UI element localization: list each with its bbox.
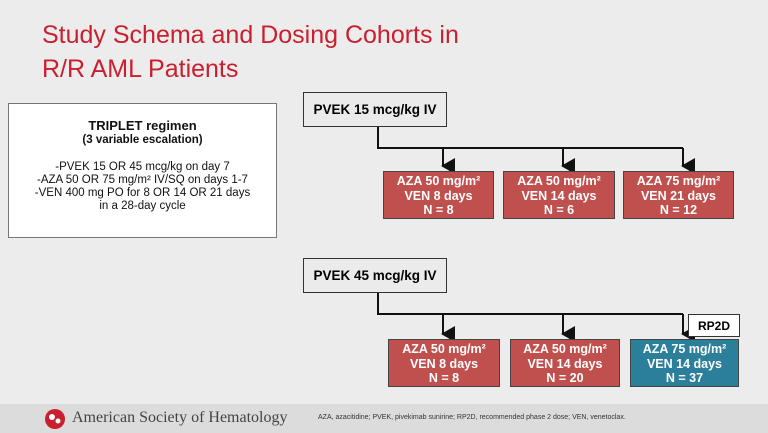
cohort-line: N = 37	[665, 371, 704, 385]
cohort-line: AZA 50 mg/m²	[523, 342, 607, 356]
cohort-line: AZA 75 mg/m²	[636, 174, 721, 188]
cohort-line: VEN 8 days	[409, 356, 479, 371]
rp2d-label: RP2D	[688, 314, 740, 337]
regimen-line: in a 28-day cycle	[99, 200, 186, 212]
cohort-box: AZA 50 mg/m² VEN 14 days N = 20	[510, 339, 620, 387]
cohort-box: AZA 50 mg/m² VEN 8 days N = 8	[388, 339, 500, 387]
cohort-box: AZA 75 mg/m² VEN 21 days N = 12	[623, 171, 734, 219]
dose-level-box: PVEK 15 mcg/kg IV	[303, 92, 447, 127]
footer: American Society of Hematology AZA, azaci…	[0, 404, 768, 433]
cohort-line: AZA 50 mg/m²	[402, 342, 486, 356]
cohort-box: AZA 75 mg/m² VEN 14 days N = 37	[630, 339, 739, 387]
footnote: AZA, azacitidine; PVEK, pivekimab suniri…	[318, 414, 626, 421]
slide-title: R/R AML Patients	[42, 55, 239, 83]
slide-title: Study Schema and Dosing Cohorts in	[42, 21, 459, 49]
regimen-line: -AZA 50 OR 75 mg/m² IV/SQ on days 1-7	[37, 174, 248, 186]
cohort-line: N = 8	[423, 203, 454, 217]
cohort-line: N = 6	[543, 203, 575, 217]
regimen-line: -PVEK 15 OR 45 mcg/kg on day 7	[55, 161, 230, 173]
regimen-line: -VEN 400 mg PO for 8 OR 14 OR 21 days	[34, 187, 251, 199]
cohort-line: AZA 50 mg/m²	[517, 174, 601, 188]
cohort-line: AZA 50 mg/m²	[396, 174, 481, 188]
cohort-line: VEN 21 days	[640, 188, 717, 203]
cohort-line: N = 12	[659, 203, 698, 217]
cohort-box: AZA 50 mg/m² VEN 8 days N = 8	[383, 171, 494, 219]
logo	[45, 409, 65, 429]
regimen-title: TRIPLET regimen	[88, 118, 197, 133]
dose-level-box: PVEK 45 mcg/kg IV	[303, 258, 447, 293]
cohort-line: N = 8	[428, 371, 460, 385]
cohort-line: VEN 8 days	[404, 188, 473, 203]
cohort-line: N = 20	[546, 371, 584, 385]
cohort-line: AZA 75 mg/m²	[642, 342, 727, 356]
cohort-box: AZA 50 mg/m² VEN 14 days N = 6	[503, 171, 615, 219]
cohort-line: VEN 14 days	[521, 188, 597, 203]
regimen-subtitle: (3 variable escalation)	[82, 134, 203, 146]
regimen-box: TRIPLET regimen (3 variable escalation) -P…	[8, 103, 277, 238]
organization-name: American Society of Hematology	[72, 409, 288, 426]
cohort-line: VEN 14 days	[646, 356, 723, 371]
cohort-line: VEN 14 days	[527, 356, 603, 371]
